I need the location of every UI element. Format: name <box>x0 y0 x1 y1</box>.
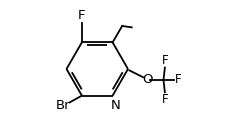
Text: N: N <box>110 99 120 112</box>
Text: F: F <box>161 54 167 67</box>
Text: Br: Br <box>55 99 70 112</box>
Text: O: O <box>141 73 152 86</box>
Text: F: F <box>161 93 167 106</box>
Text: F: F <box>78 9 85 22</box>
Text: F: F <box>174 73 181 86</box>
